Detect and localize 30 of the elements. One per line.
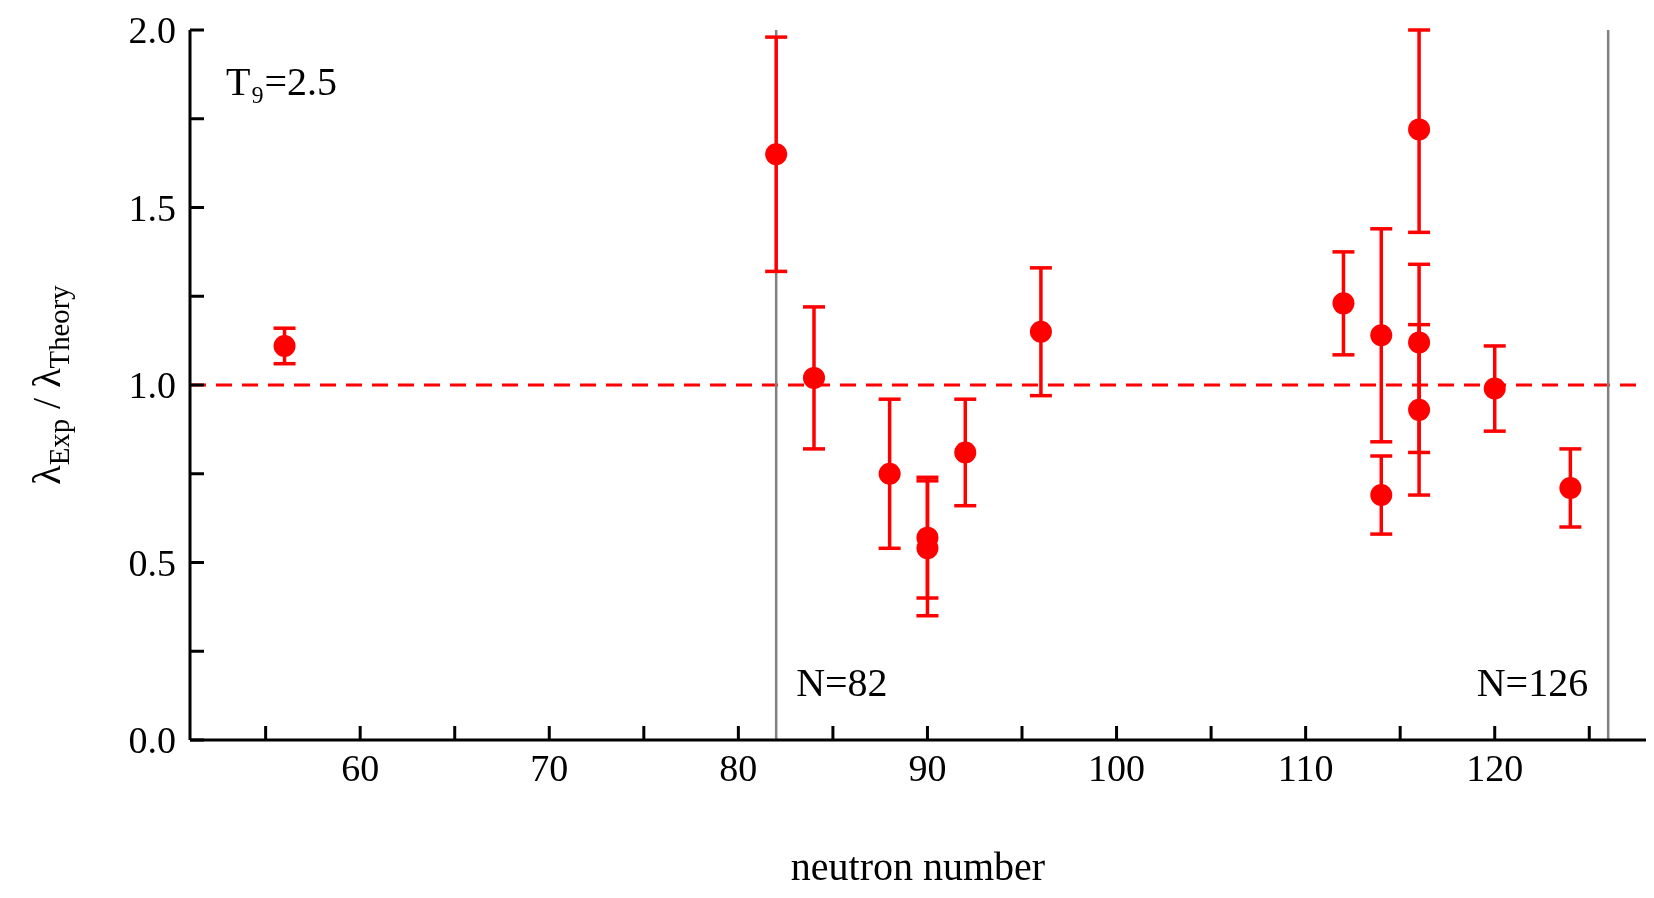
x-tick-label: 80: [719, 746, 758, 789]
y-tick-label: 0.5: [128, 541, 176, 584]
point: [878, 462, 901, 485]
x-axis-title: neutron number: [790, 844, 1046, 889]
point: [1408, 398, 1431, 421]
y-tick-label: 2.0: [128, 9, 176, 52]
x-tick-label: 100: [1088, 746, 1146, 789]
ref-line-label: N=82: [796, 660, 888, 705]
point: [803, 366, 825, 389]
x-tick-label: 70: [530, 746, 569, 789]
point: [1408, 118, 1431, 141]
y-tick-label: 0.0: [128, 719, 176, 762]
point: [1408, 331, 1431, 354]
point: [1029, 320, 1052, 343]
point: [1370, 324, 1393, 347]
point: [1332, 292, 1355, 315]
x-tick-label: 60: [341, 746, 380, 789]
x-tick-label: 90: [908, 746, 947, 789]
point: [1483, 377, 1506, 400]
y-tick-label: 1.0: [128, 364, 176, 407]
point: [273, 334, 296, 357]
y-tick-label: 1.5: [128, 186, 176, 229]
annotation: T₉=2.5: [226, 58, 337, 105]
x-tick-label: 120: [1466, 746, 1524, 789]
point: [765, 143, 788, 166]
point: [954, 441, 977, 464]
point: [1370, 484, 1393, 507]
x-tick-label: 110: [1277, 746, 1334, 789]
ref-line-label: N=126: [1476, 660, 1589, 705]
point: [1559, 476, 1582, 499]
